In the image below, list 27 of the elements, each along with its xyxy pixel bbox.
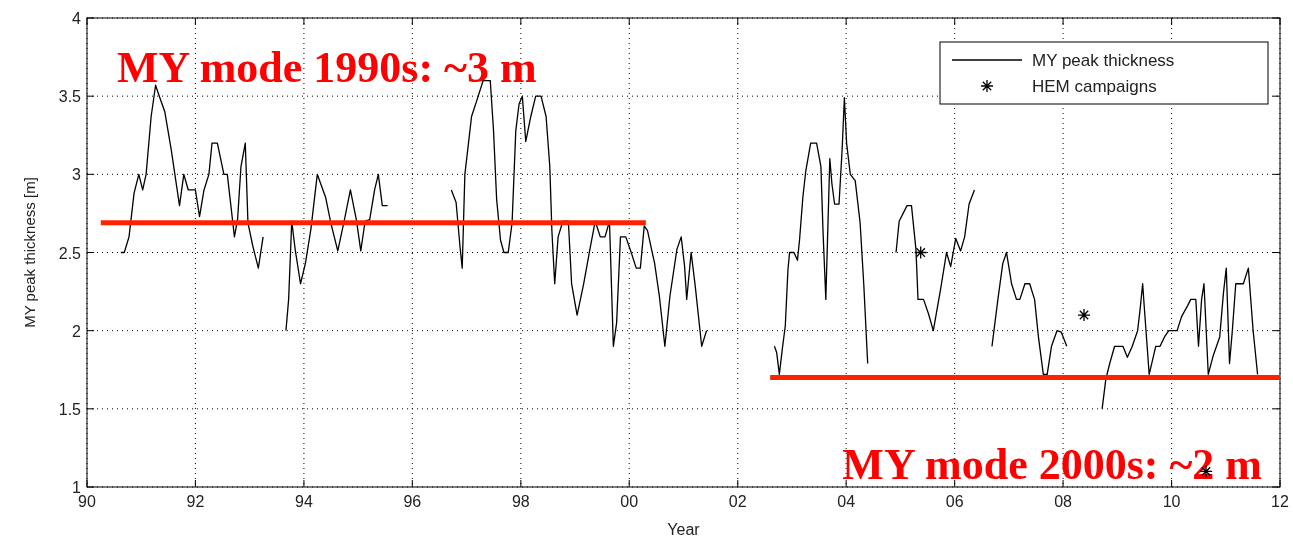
x-tick-label: 08 xyxy=(1054,493,1073,510)
legend-label: MY peak thickness xyxy=(1032,51,1175,70)
y-tick-label: 2.5 xyxy=(58,244,82,262)
annotation: MY mode 1990s: ~3 m xyxy=(117,43,537,92)
y-tick-label: 3 xyxy=(72,166,82,184)
x-tick-label: 02 xyxy=(728,493,747,510)
y-tick-label: 3.5 xyxy=(58,88,82,106)
x-tick-label: 92 xyxy=(186,493,205,510)
y-tick-label: 4 xyxy=(72,10,82,27)
x-tick-label: 96 xyxy=(403,493,422,510)
x-axis-title: Year xyxy=(667,521,701,538)
x-tick-label: 06 xyxy=(945,493,964,510)
x-tick-label: 12 xyxy=(1271,493,1289,510)
x-tick-label: 94 xyxy=(295,493,313,510)
y-tick-label: 1 xyxy=(72,479,82,496)
x-tick-label: 98 xyxy=(511,493,530,510)
x-tick-label: 04 xyxy=(837,493,856,510)
x-tick-label: 00 xyxy=(620,493,639,510)
y-axis-title: MY peak thickness [m] xyxy=(21,177,38,328)
annotation: MY mode 2000s: ~2 m xyxy=(842,440,1262,489)
legend-label: HEM campaigns xyxy=(1032,77,1157,96)
x-tick-label: 90 xyxy=(78,493,96,510)
point xyxy=(1077,308,1091,322)
point xyxy=(914,245,928,260)
y-tick-label: 1.5 xyxy=(58,400,82,418)
x-tick-label: 10 xyxy=(1162,493,1181,510)
y-tick-label: 2 xyxy=(72,322,82,340)
